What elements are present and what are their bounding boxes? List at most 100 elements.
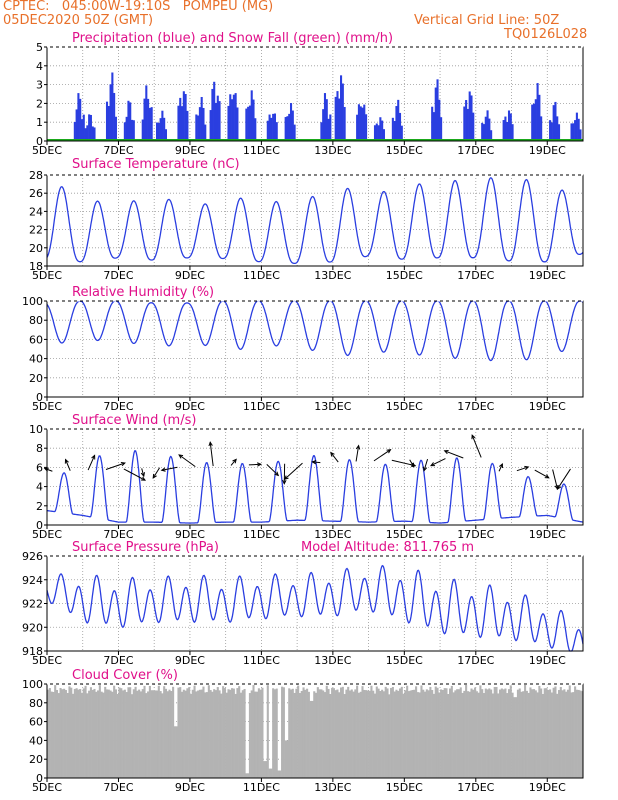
cloud-bar bbox=[413, 689, 416, 778]
precip-bar bbox=[288, 113, 291, 141]
precip-bar bbox=[125, 116, 128, 141]
rh-panel bbox=[44, 300, 584, 401]
cloud-bar bbox=[188, 687, 191, 778]
y-tick-label: 2 bbox=[36, 500, 43, 513]
cloud-bar bbox=[177, 687, 180, 778]
cloud-bar bbox=[495, 686, 498, 778]
precip-bar bbox=[127, 100, 130, 141]
cloud-bar bbox=[486, 689, 489, 778]
cloud-bar bbox=[322, 690, 325, 778]
precip-bar bbox=[216, 95, 219, 141]
cloud-bar bbox=[256, 691, 259, 778]
precip-bar bbox=[157, 122, 160, 141]
wind-arrow-head bbox=[64, 458, 69, 464]
cloud-bar bbox=[311, 700, 314, 778]
precip-bar bbox=[214, 102, 218, 141]
precip-bar bbox=[186, 110, 189, 141]
cloud-bar bbox=[120, 688, 123, 778]
wind-arrow-head bbox=[152, 473, 157, 479]
cloud-bar bbox=[525, 690, 528, 778]
cloud-bar bbox=[516, 689, 519, 778]
y-tick-label: 28 bbox=[29, 169, 43, 182]
x-tick-label: 11DEC bbox=[243, 654, 280, 667]
cloud-bar bbox=[275, 688, 278, 778]
precip-bar bbox=[434, 87, 437, 141]
cloud-bar bbox=[141, 689, 144, 778]
cloud-bar bbox=[472, 689, 475, 778]
precip-bar bbox=[113, 92, 116, 141]
precip-bar bbox=[145, 85, 148, 141]
wind-arrow-head bbox=[443, 449, 449, 455]
precip-bar bbox=[398, 112, 402, 141]
precip-bar bbox=[109, 84, 112, 141]
cloud-bar bbox=[202, 686, 205, 778]
cloud-bar bbox=[547, 689, 550, 778]
precip-bar bbox=[200, 96, 203, 141]
cloud-bar bbox=[524, 685, 527, 778]
wind-arrow-head bbox=[330, 451, 335, 457]
cloud-bar bbox=[291, 688, 294, 778]
cloud-bar bbox=[475, 691, 478, 778]
precip-bar bbox=[289, 103, 293, 141]
precip-bar bbox=[252, 99, 255, 141]
x-tick-label: 13DEC bbox=[314, 781, 351, 794]
cloud-bar bbox=[139, 691, 142, 778]
cloud-bar bbox=[211, 691, 214, 778]
cloud-bar bbox=[105, 689, 109, 778]
cloud-bar bbox=[345, 689, 348, 778]
precip-bar bbox=[554, 101, 557, 141]
cloud-bar bbox=[534, 690, 537, 778]
x-tick-label: 17DEC bbox=[457, 781, 494, 794]
wind-arrow bbox=[423, 458, 429, 471]
panel-frame bbox=[46, 428, 584, 526]
wind-arrow-head bbox=[141, 476, 147, 481]
cloud-bar bbox=[122, 690, 125, 778]
wind-arrow-head bbox=[120, 462, 126, 467]
cloud-bar bbox=[325, 685, 328, 778]
wind-arrow-head bbox=[524, 465, 530, 471]
temp-title: Surface Temperature (nC) bbox=[72, 157, 240, 172]
cloud-bar bbox=[288, 688, 291, 778]
cloud-bar bbox=[239, 692, 243, 778]
temp-panel bbox=[44, 174, 584, 270]
wind-arrow bbox=[330, 452, 339, 463]
wind-arrow-head bbox=[232, 458, 237, 464]
wind-arrow-head bbox=[430, 462, 436, 467]
cloud-bar bbox=[161, 693, 164, 778]
precip-bar bbox=[432, 112, 436, 141]
x-tick-label: 19DEC bbox=[529, 144, 566, 157]
cloud-bar bbox=[238, 686, 241, 778]
precip-bar bbox=[150, 107, 153, 141]
precip-bar bbox=[379, 117, 382, 141]
cloud-bar bbox=[193, 685, 196, 778]
wind-arrow bbox=[284, 462, 303, 480]
cloud-bar bbox=[281, 686, 284, 778]
y-tick-label: 100 bbox=[22, 678, 43, 691]
precip-bar bbox=[163, 117, 166, 141]
precip-bar bbox=[123, 122, 126, 141]
cloud-bar bbox=[123, 689, 126, 778]
precip-bar bbox=[509, 113, 512, 141]
cloud-bar bbox=[168, 689, 171, 778]
precip-bar bbox=[293, 124, 296, 141]
precip-bar bbox=[254, 118, 257, 141]
x-tick-label: 7DEC bbox=[103, 781, 133, 794]
precip-bar bbox=[268, 114, 271, 141]
cloud-bar bbox=[527, 692, 530, 778]
cloud-bar bbox=[129, 687, 132, 778]
y-tick-label: 0 bbox=[36, 135, 43, 148]
wind-arrow bbox=[65, 459, 71, 471]
cloud-bar bbox=[361, 686, 364, 778]
x-tick-label: 9DEC bbox=[175, 654, 205, 667]
cloud-bar bbox=[404, 690, 407, 778]
x-tick-label: 13DEC bbox=[314, 654, 351, 667]
y-tick-label: 24 bbox=[29, 205, 43, 218]
precip-bar bbox=[486, 110, 489, 141]
x-tick-label: 11DEC bbox=[243, 781, 280, 794]
cloud-bar bbox=[52, 691, 55, 778]
cloud-bar bbox=[109, 690, 112, 778]
cloud-bar bbox=[581, 691, 584, 778]
precip-bar bbox=[341, 83, 344, 141]
x-tick-label: 17DEC bbox=[457, 144, 494, 157]
precip-bar bbox=[400, 125, 403, 141]
